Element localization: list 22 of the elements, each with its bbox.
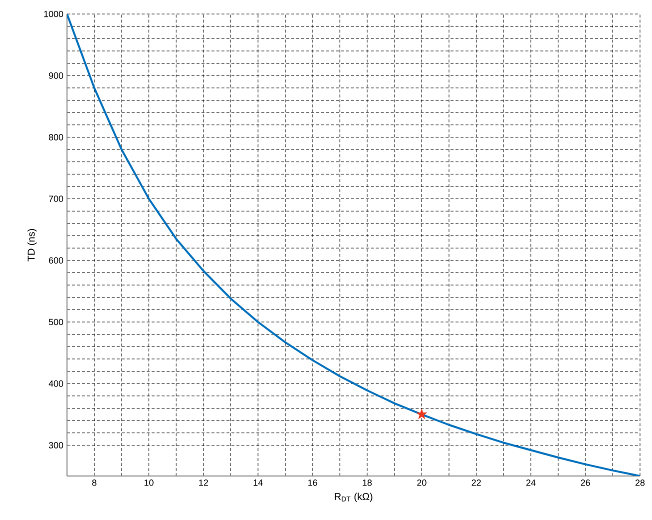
- y-tick-label: 500: [48, 318, 64, 326]
- x-tick-label: 22: [472, 480, 481, 486]
- y-tick-label: 300: [48, 442, 64, 448]
- x-tick-label: 8: [92, 480, 96, 486]
- y-tick-label: 900: [48, 72, 64, 79]
- y-tick-label: 600: [48, 257, 64, 264]
- x-tick-label: 10: [144, 480, 154, 486]
- x-tick-label: 26: [580, 480, 590, 486]
- x-axis-title: R$_{DT}$ (kΩ): [334, 492, 372, 502]
- x-tick-label: 14: [254, 480, 263, 486]
- x-tick-label: 18: [362, 480, 372, 486]
- y-axis-title: TD (ns): [27, 229, 37, 262]
- x-tick-label: 20: [417, 480, 426, 486]
- y-tick-label: 800: [48, 134, 64, 140]
- x-tick-label: 12: [199, 480, 208, 486]
- x-tick-label: 28: [635, 480, 645, 486]
- y-tick-label: 700: [48, 196, 64, 202]
- y-tick-label: 1000: [44, 10, 64, 18]
- y-tick-label: 400: [48, 380, 64, 387]
- line-series: [67, 14, 640, 476]
- x-tick-label: 24: [526, 480, 536, 486]
- x-tick-label: 16: [308, 480, 318, 486]
